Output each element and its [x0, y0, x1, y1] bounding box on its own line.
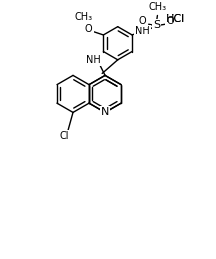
Text: O: O: [139, 16, 147, 26]
Text: S: S: [153, 20, 160, 30]
Text: NH: NH: [86, 55, 101, 65]
Text: N: N: [101, 107, 109, 117]
Text: Cl: Cl: [59, 131, 69, 141]
Text: NH: NH: [135, 26, 150, 36]
Text: HCl: HCl: [166, 14, 185, 24]
Text: CH₃: CH₃: [75, 12, 93, 23]
Text: O: O: [85, 24, 93, 34]
Text: O: O: [166, 16, 174, 26]
Text: HCl: HCl: [166, 14, 185, 24]
Text: CH₃: CH₃: [148, 2, 167, 12]
